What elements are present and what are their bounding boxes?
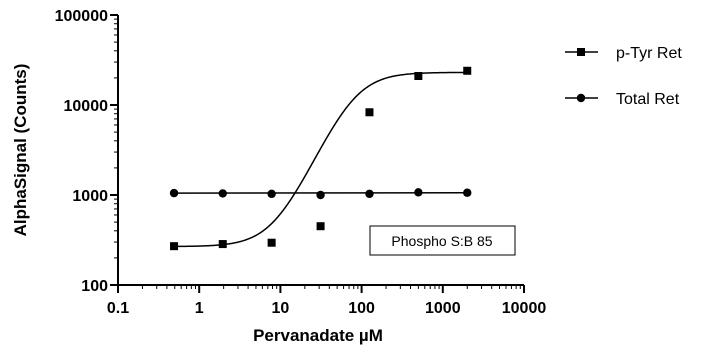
x-tick-label: 100: [348, 300, 375, 317]
series-p-tyr-ret-point: [463, 66, 472, 75]
series-p-tyr-ret-point: [170, 242, 179, 251]
series-total-ret-point: [365, 189, 374, 199]
annotation-text: Phospho S:B 85: [391, 233, 492, 249]
series-p-tyr-ret-curve: [174, 71, 468, 248]
y-tick-label: 1000: [72, 188, 108, 205]
series-total-ret-point: [169, 188, 179, 198]
legend-entry-total-ret: Total Ret: [565, 91, 680, 108]
legend-label-total-ret: Total Ret: [616, 91, 680, 108]
x-tick-label: 10: [272, 300, 290, 317]
legend-marker-circle-icon: [576, 93, 586, 103]
y-axis-ticks: 100 1000 10000 100000: [55, 8, 118, 295]
series-p-tyr-ret-point: [414, 72, 423, 81]
legend-entry-p-tyr-ret: p-Tyr Ret: [565, 45, 682, 62]
annotation-frame: [369, 225, 516, 256]
x-tick-label: 0.1: [107, 300, 129, 317]
annotation-box: Phospho S:B 85: [369, 225, 516, 256]
x-tick-label: 1: [195, 300, 204, 317]
x-tick-label: 1000: [425, 300, 461, 317]
series-p-tyr-ret-point: [267, 238, 276, 247]
legend: p-Tyr Ret Total Ret: [565, 45, 682, 108]
series-total-ret-point: [267, 189, 276, 199]
series-p-tyr-ret-point: [316, 222, 325, 231]
series-p-tyr-ret-point: [365, 108, 374, 117]
series-p-tyr-ret-point: [218, 240, 227, 249]
y-tick-label: 10000: [64, 98, 109, 115]
x-axis-ticks: 0.1 1 10 100 1000 10000: [107, 285, 546, 317]
y-axis-title: AlphaSignal (Counts): [11, 64, 30, 237]
y-tick-label: 100000: [55, 8, 108, 25]
x-tick-label: 10000: [502, 300, 547, 317]
legend-label-p-tyr-ret: p-Tyr Ret: [616, 45, 682, 62]
series-total-ret-point: [218, 189, 227, 198]
series-total-ret-point: [463, 188, 472, 197]
series-layer: [169, 66, 472, 251]
series-total-ret-point: [414, 188, 423, 197]
legend-marker-square-icon: [577, 48, 585, 56]
y-tick-label: 100: [81, 278, 108, 295]
x-axis-title: Pervanadate µM: [253, 326, 383, 345]
series-total-ret-point: [316, 190, 325, 200]
